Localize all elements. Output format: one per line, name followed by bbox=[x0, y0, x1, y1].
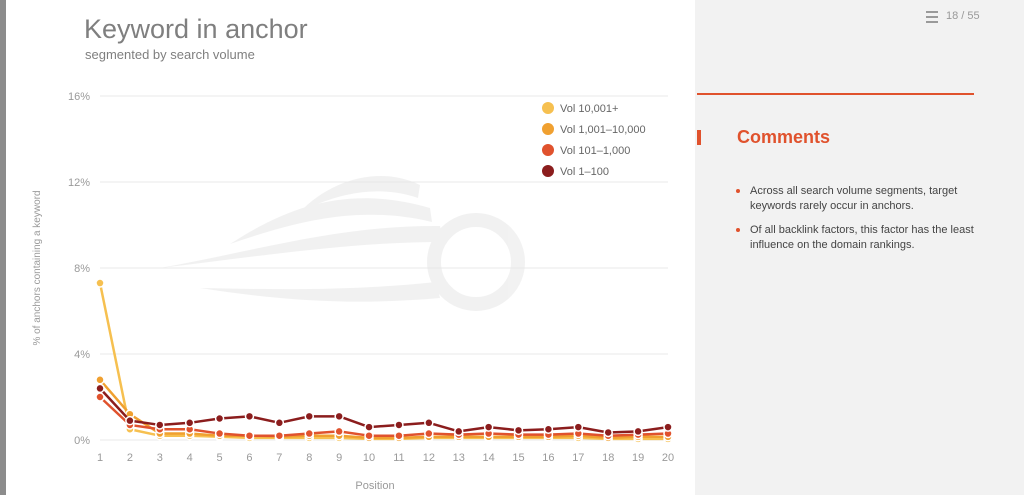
menu-icon[interactable] bbox=[926, 11, 938, 23]
legend-swatch bbox=[542, 165, 554, 177]
data-point bbox=[214, 428, 225, 439]
x-tick-label: 15 bbox=[512, 452, 524, 464]
data-point bbox=[453, 426, 464, 437]
comments-marker bbox=[697, 130, 701, 145]
data-point bbox=[184, 418, 195, 428]
data-point bbox=[95, 375, 105, 385]
legend-swatch bbox=[542, 144, 554, 156]
comments-divider bbox=[697, 93, 974, 95]
line-chart: 0%4%8%12%16% 1 2 3 4 5 6 7 8 9 10 11 12 13 14 15 16 17 18… bbox=[32, 91, 674, 492]
data-point bbox=[394, 420, 404, 430]
y-axis-label: % of anchors containing a keyword bbox=[32, 190, 43, 345]
x-tick-label: 14 bbox=[483, 452, 495, 464]
data-point bbox=[334, 411, 344, 422]
page-indicator: 18 / 55 bbox=[946, 10, 980, 22]
comments-panel bbox=[695, 0, 1024, 495]
data-point bbox=[95, 278, 105, 288]
data-point bbox=[334, 426, 344, 437]
x-tick-label: 17 bbox=[572, 452, 584, 464]
x-tick-label: 13 bbox=[453, 452, 465, 464]
slide-subtitle: segmented by search volume bbox=[85, 47, 255, 62]
data-point bbox=[304, 428, 315, 439]
series-line bbox=[98, 282, 668, 441]
data-point bbox=[483, 422, 494, 432]
y-axis-ticks: 0% 4% 8% 12% 16% bbox=[68, 91, 90, 447]
data-point bbox=[424, 428, 434, 439]
x-tick-label: 2 bbox=[127, 452, 133, 464]
x-tick-label: 19 bbox=[632, 452, 644, 464]
y-tick-label: 0% bbox=[74, 435, 90, 447]
legend-swatch bbox=[542, 102, 554, 114]
data-point bbox=[95, 392, 105, 402]
data-point bbox=[663, 422, 673, 432]
series-lines bbox=[95, 278, 673, 444]
flame-logo-watermark bbox=[160, 175, 525, 311]
comments-title: Comments bbox=[737, 127, 831, 147]
x-tick-label: 5 bbox=[217, 452, 223, 464]
y-tick-label: 12% bbox=[68, 177, 90, 189]
window-left-edge bbox=[0, 0, 6, 495]
legend-label: Vol 10,001+ bbox=[560, 103, 618, 115]
series-2 bbox=[95, 375, 673, 443]
x-tick-label: 20 bbox=[662, 452, 674, 464]
x-tick-label: 18 bbox=[602, 452, 614, 464]
data-point bbox=[573, 422, 584, 432]
x-tick-label: 8 bbox=[306, 452, 312, 464]
x-tick-label: 7 bbox=[276, 452, 282, 464]
y-tick-label: 16% bbox=[68, 91, 90, 103]
chart-grid bbox=[100, 95, 668, 441]
y-tick-label: 8% bbox=[74, 263, 90, 275]
legend-label: Vol 101–1,000 bbox=[560, 145, 630, 157]
slide-title: Keyword in anchor bbox=[84, 14, 308, 44]
x-tick-label: 1 bbox=[97, 452, 103, 464]
series-1 bbox=[95, 278, 673, 444]
x-tick-label: 11 bbox=[393, 452, 404, 464]
series-line bbox=[99, 387, 669, 434]
data-point bbox=[304, 411, 315, 422]
data-point bbox=[155, 420, 165, 430]
series-line bbox=[99, 378, 668, 440]
data-point bbox=[95, 383, 105, 394]
data-point bbox=[633, 426, 643, 437]
data-point bbox=[214, 413, 225, 424]
legend-label: Vol 1–100 bbox=[560, 166, 609, 178]
x-tick-label: 4 bbox=[187, 452, 193, 464]
comment-bullet-2: Of all backlink factors, this factor has… bbox=[736, 223, 986, 253]
data-point bbox=[364, 422, 374, 432]
comments-list: Across all search volume segments, targe… bbox=[736, 184, 986, 262]
x-axis-ticks: 1 2 3 4 5 6 7 8 9 10 11 12 13 14 15 16 17 18 19 20 bbox=[97, 452, 674, 464]
comment-bullet-1: Across all search volume segments, targe… bbox=[736, 184, 986, 214]
y-tick-label: 4% bbox=[74, 349, 90, 361]
data-point bbox=[513, 425, 524, 436]
data-point bbox=[244, 430, 255, 441]
x-tick-label: 9 bbox=[336, 452, 342, 464]
x-tick-label: 10 bbox=[363, 452, 375, 464]
series-4 bbox=[95, 383, 673, 438]
data-point bbox=[274, 430, 285, 441]
x-axis-label: Position bbox=[355, 480, 394, 492]
data-point bbox=[244, 411, 255, 422]
chart-legend: Vol 10,001+ Vol 1,001–10,000 Vol 101–1,000… bbox=[542, 102, 646, 178]
data-point bbox=[543, 424, 554, 434]
x-tick-label: 16 bbox=[542, 452, 554, 464]
series-line bbox=[99, 396, 669, 437]
data-point bbox=[394, 430, 404, 441]
x-tick-label: 3 bbox=[157, 452, 163, 464]
data-point bbox=[274, 418, 285, 428]
data-point bbox=[364, 430, 374, 441]
x-tick-label: 6 bbox=[246, 452, 252, 464]
legend-label: Vol 1,001–10,000 bbox=[560, 124, 646, 136]
data-point bbox=[125, 415, 135, 426]
data-point bbox=[603, 427, 613, 438]
x-tick-label: 12 bbox=[423, 452, 435, 464]
legend-swatch bbox=[542, 123, 554, 135]
data-point bbox=[424, 418, 434, 428]
